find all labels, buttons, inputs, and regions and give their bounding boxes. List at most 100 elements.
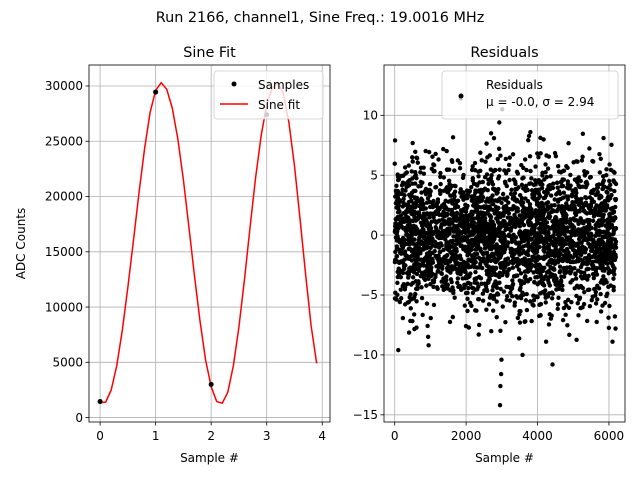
residual-point (512, 197, 518, 203)
residual-point (501, 269, 507, 274)
residual-point (507, 266, 512, 272)
residual-point (568, 217, 573, 222)
residual-point (613, 239, 619, 244)
residual-point (574, 159, 579, 164)
residual-point (606, 271, 611, 276)
residual-point (547, 248, 552, 253)
residual-point (556, 295, 561, 300)
residual-point (445, 189, 450, 195)
residual-point (612, 314, 618, 319)
residual-point (511, 194, 516, 199)
residual-point (544, 174, 549, 180)
residual-point (441, 188, 446, 194)
residual-point (572, 229, 577, 235)
residual-point (592, 206, 598, 211)
residual-point (398, 287, 403, 292)
residual-point (415, 211, 420, 216)
residual-point (449, 279, 454, 285)
residual-point (581, 301, 587, 307)
residual-point (560, 317, 566, 323)
residual-point (540, 213, 546, 218)
residual-point (561, 177, 567, 182)
residual-point (430, 201, 435, 206)
residual-point (406, 299, 412, 305)
residual-point (551, 181, 556, 186)
residual-point (546, 269, 551, 274)
residual-point (525, 198, 531, 204)
residual-point (582, 219, 587, 224)
residual-point (563, 227, 568, 233)
residual-point (578, 270, 584, 275)
residual-point (398, 296, 404, 301)
residual-point (565, 179, 571, 184)
residual-point (491, 222, 497, 228)
residual-point (441, 175, 447, 180)
residual-point (494, 285, 500, 290)
residual-point (580, 260, 586, 265)
residual-point (537, 212, 542, 217)
residual-point (554, 215, 559, 221)
residual-point (498, 383, 503, 389)
residual-point (459, 243, 464, 248)
residual-point (607, 252, 612, 257)
residual-point (529, 257, 534, 263)
residual-point (522, 238, 527, 243)
residual-point (535, 257, 540, 262)
residual-point (496, 256, 501, 261)
residual-point (494, 272, 499, 277)
residual-point (591, 275, 597, 281)
residual-point (613, 255, 618, 260)
residual-point (588, 174, 593, 180)
residual-point (591, 263, 596, 268)
residual-point (409, 249, 415, 254)
residual-point (564, 265, 570, 270)
residual-point (531, 270, 536, 275)
residual-point (425, 323, 430, 329)
residual-point (544, 220, 550, 225)
residual-point (535, 179, 540, 185)
residual-point (412, 181, 418, 186)
residual-point (606, 325, 612, 331)
residual-point (495, 199, 500, 204)
residual-point (575, 241, 581, 246)
residual-point (598, 291, 603, 297)
residual-point (594, 182, 600, 188)
residual-point (415, 286, 420, 292)
residual-point (584, 275, 589, 281)
residual-point (421, 276, 427, 281)
residual-point (482, 235, 488, 240)
residual-point (454, 254, 459, 260)
residual-point (584, 255, 590, 261)
residual-point (490, 226, 495, 231)
residual-point (547, 183, 552, 188)
residuals-y-tick-label: 5 (370, 168, 378, 182)
residual-point (537, 201, 542, 206)
residual-point (458, 212, 463, 217)
residual-point (601, 281, 606, 286)
residual-point (522, 233, 527, 238)
residual-point (543, 274, 548, 279)
residual-point (555, 302, 561, 307)
residual-point (433, 243, 438, 249)
residual-point (472, 209, 478, 214)
residual-point (465, 247, 470, 252)
residual-point (412, 256, 418, 262)
residual-point (505, 272, 510, 277)
residual-point (532, 249, 537, 255)
residual-point (426, 343, 431, 348)
residual-point (494, 314, 499, 320)
residual-point (610, 339, 615, 344)
residual-point (546, 211, 552, 216)
residual-point (412, 262, 417, 267)
residual-point (449, 266, 454, 272)
residual-point (527, 262, 533, 267)
residual-point (488, 195, 493, 201)
residual-point (567, 332, 572, 338)
residual-point (521, 175, 526, 180)
residual-point (573, 188, 578, 193)
residual-point (593, 301, 599, 306)
residual-point (521, 211, 526, 217)
residual-point (459, 194, 464, 199)
residual-point (596, 286, 602, 291)
residual-point (504, 261, 509, 266)
